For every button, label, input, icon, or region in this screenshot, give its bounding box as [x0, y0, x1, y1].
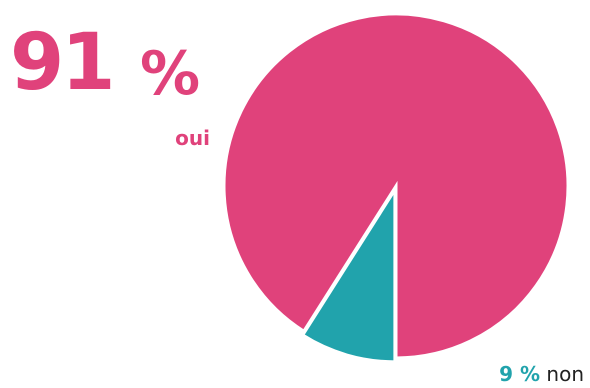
- oui-label: oui: [175, 126, 210, 150]
- oui-percent-value: 91: [10, 18, 116, 108]
- pie-slice-oui: [222, 12, 570, 360]
- oui-percent-sign: %: [140, 39, 201, 109]
- non-label: non: [546, 362, 584, 386]
- pie-slice-non: [300, 184, 397, 364]
- non-percent-value: 9 %: [499, 362, 541, 386]
- non-legend: 9 % non: [499, 362, 584, 386]
